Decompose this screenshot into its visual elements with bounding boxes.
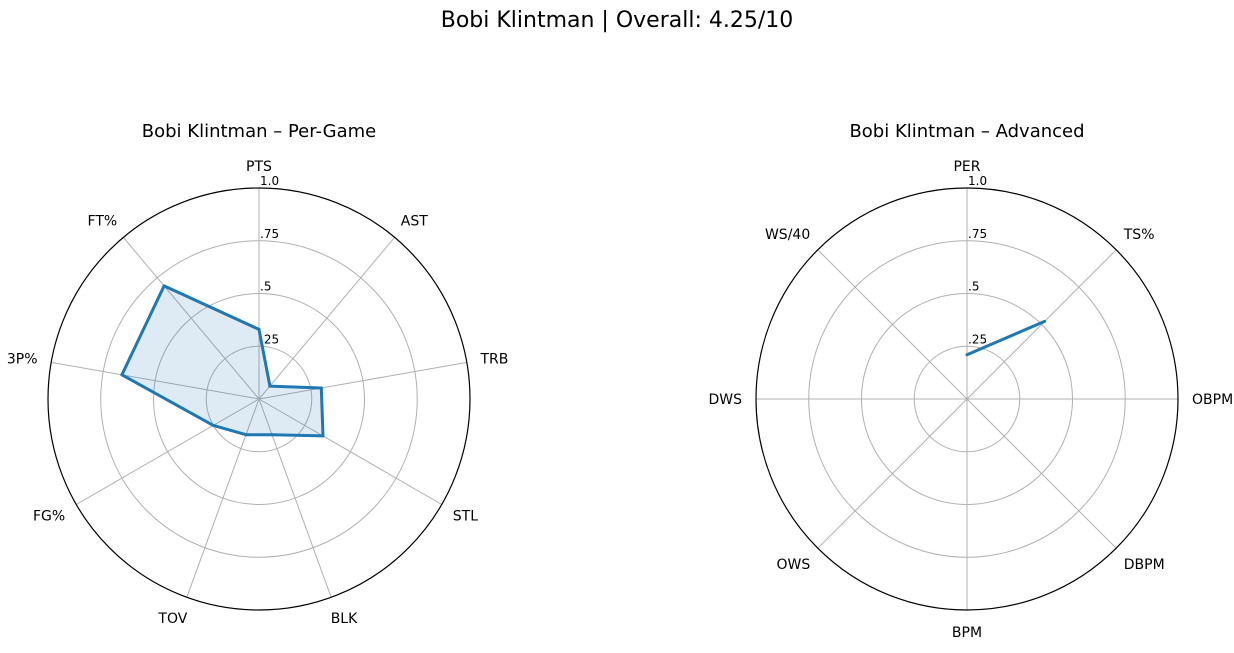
data-series-area xyxy=(120,284,325,438)
spoke-ft-pct xyxy=(122,237,260,400)
data-point-stl xyxy=(321,434,325,438)
figure-title: Bobi Klintman | Overall: 4.25/10 xyxy=(440,8,794,33)
axis-label-bpm: BPM xyxy=(952,625,982,641)
radial-tick-label: .25 xyxy=(968,332,987,346)
spoke-dbpm xyxy=(966,398,1117,549)
data-series-line xyxy=(966,320,1046,357)
polar-frame xyxy=(755,187,1179,611)
radial-tick-label: .5 xyxy=(260,280,271,294)
chart-title-advanced: Bobi Klintman – Advanced xyxy=(849,121,1084,142)
spoke-tov xyxy=(186,398,260,598)
data-point-pts xyxy=(257,327,261,331)
spoke-ts-pct xyxy=(966,249,1117,400)
data-point-per xyxy=(965,353,969,357)
spoke-ast xyxy=(258,237,396,400)
data-point-ast xyxy=(268,384,272,388)
data-point-fg-pct xyxy=(211,423,215,427)
axis-label-fg-pct: FG% xyxy=(33,509,65,525)
polar-frame xyxy=(47,187,471,611)
axis-label-dws: DWS xyxy=(708,392,742,408)
radial-tick-label: .25 xyxy=(260,332,279,346)
spoke-3p-pct xyxy=(51,361,260,400)
data-point-3p-pct xyxy=(120,373,124,377)
axis-label-ast: AST xyxy=(401,214,428,230)
radial-tick-label: .5 xyxy=(968,280,979,294)
axis-label-ws-40: WS/40 xyxy=(765,227,810,243)
chart-title-per-game: Bobi Klintman – Per-Game xyxy=(142,121,376,142)
axis-label-obpm: OBPM xyxy=(1192,392,1233,408)
spoke-ows xyxy=(817,398,968,549)
axis-label-blk: BLK xyxy=(331,611,358,627)
axis-label-ft-pct: FT% xyxy=(88,214,118,230)
data-point-ft-pct xyxy=(162,284,166,288)
data-point-ts-pct xyxy=(1043,319,1047,323)
spoke-stl xyxy=(258,398,442,505)
spoke-ws-40 xyxy=(817,249,968,400)
radial-tick-label: 1.0 xyxy=(260,174,279,188)
axis-label-trb: TRB xyxy=(479,352,508,368)
radial-tick-label: .75 xyxy=(968,227,987,241)
radial-tick-label: .75 xyxy=(260,227,279,241)
data-point-trb xyxy=(319,386,323,390)
axis-label-3p-pct: 3P% xyxy=(7,352,38,368)
axis-label-dbpm: DBPM xyxy=(1124,557,1165,573)
spoke-trb xyxy=(258,361,467,400)
axis-label-ts-pct: TS% xyxy=(1123,227,1155,243)
radial-tick-label: 1.0 xyxy=(968,174,987,188)
axis-label-pts: PTS xyxy=(246,159,272,175)
axis-label-tov: TOV xyxy=(157,611,187,627)
data-point-blk xyxy=(270,433,274,437)
spoke-fg-pct xyxy=(76,398,260,505)
axis-label-stl: STL xyxy=(453,509,478,525)
data-point-tov xyxy=(244,433,248,437)
axis-label-per: PER xyxy=(953,159,980,175)
spoke-blk xyxy=(258,398,332,598)
axis-label-ows: OWS xyxy=(776,557,810,573)
